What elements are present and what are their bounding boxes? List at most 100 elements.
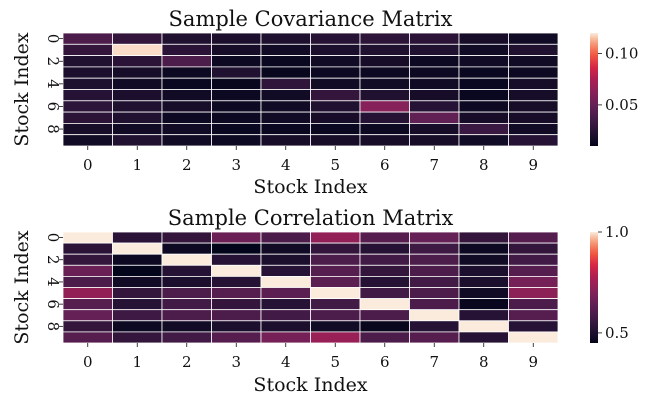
heatmap-cell-r6-c2 [161, 298, 212, 311]
heatmap-cell-r4-c9 [508, 275, 559, 288]
x-tick-label: 7 [429, 156, 439, 174]
heatmap-cell-r4-c3 [211, 275, 262, 288]
covariance-heatmap-panel: Sample Covariance Matrix 0 1 2 3 4 5 6 7 8 9 0 2 4 6 8 S… [11, 7, 638, 198]
heatmap-cell-r1-c5 [310, 43, 361, 56]
heatmap-cell-r9-c6 [359, 331, 410, 344]
heatmap-cell-r8-c6 [359, 123, 410, 136]
x-tick-label: 4 [281, 353, 291, 371]
heatmap-cell-r7-c7 [409, 111, 460, 124]
heatmap-cell-r5-c8 [458, 287, 509, 300]
heatmap-cell-r0-c4 [260, 32, 311, 45]
heatmap-cell-r7-c7 [409, 309, 460, 322]
heatmap-cell-r6-c1 [112, 100, 163, 113]
x-tick-label: 6 [380, 353, 390, 371]
heatmap-cell-r0-c7 [409, 32, 460, 45]
heatmap-cell-r4-c0 [62, 275, 113, 288]
heatmap-cell-r1-c1 [112, 43, 163, 56]
heatmap-cell-r1-c2 [161, 43, 212, 56]
y-tick-label: 6 [44, 299, 62, 309]
heatmap-cell-r5-c7 [409, 287, 460, 300]
heatmap-cell-r6-c6 [359, 100, 410, 113]
heatmap-cells [62, 32, 559, 147]
heatmap-cell-r9-c9 [508, 134, 559, 147]
heatmap-cell-r9-c8 [458, 134, 509, 147]
x-tick-label: 0 [83, 156, 93, 174]
heatmap-cell-r4-c7 [409, 77, 460, 90]
heatmap-cell-r5-c7 [409, 89, 460, 102]
heatmap-cell-r9-c1 [112, 331, 163, 344]
heatmap-cell-r7-c3 [211, 309, 262, 322]
heatmap-cell-r5-c4 [260, 287, 311, 300]
x-tick-label: 7 [429, 353, 439, 371]
heatmap-cell-r7-c1 [112, 309, 163, 322]
heatmap-cell-r8-c2 [161, 320, 212, 333]
heatmap-cell-r1-c5 [310, 242, 361, 255]
heatmap-cell-r5-c5 [310, 287, 361, 300]
heatmap-cell-r8-c1 [112, 123, 163, 136]
chart-title: Sample Correlation Matrix [168, 206, 454, 230]
heatmap-cell-r4-c6 [359, 275, 410, 288]
colorbar-tick-label: 0.5 [605, 324, 629, 342]
heatmap-cell-r1-c3 [211, 242, 262, 255]
heatmap-cell-r4-c9 [508, 77, 559, 90]
heatmap-cell-r9-c4 [260, 331, 311, 344]
heatmap-cell-r7-c9 [508, 309, 559, 322]
chart-title: Sample Covariance Matrix [169, 7, 453, 31]
heatmap-cell-r6-c0 [62, 100, 113, 113]
heatmap-cell-r8-c7 [409, 123, 460, 136]
heatmap-cell-r0-c1 [112, 32, 163, 45]
heatmap-cell-r7-c1 [112, 111, 163, 124]
y-tick-label: 6 [44, 102, 62, 112]
heatmap-cell-r2-c0 [62, 55, 113, 68]
heatmap-cell-r5-c1 [112, 287, 163, 300]
heatmap-cell-r2-c3 [211, 253, 262, 266]
heatmap-cell-r5-c5 [310, 89, 361, 102]
heatmap-cell-r2-c8 [458, 253, 509, 266]
heatmap-cell-r0-c3 [211, 32, 262, 45]
heatmap-cell-r5-c0 [62, 287, 113, 300]
heatmap-cell-r0-c0 [62, 32, 113, 45]
heatmap-cell-r0-c6 [359, 231, 410, 244]
heatmap-cell-r2-c5 [310, 55, 361, 68]
heatmap-cell-r6-c5 [310, 100, 361, 113]
x-tick-label: 1 [132, 353, 142, 371]
heatmap-cell-r6-c0 [62, 298, 113, 311]
heatmap-cell-r1-c0 [62, 242, 113, 255]
heatmap-cell-r4-c1 [112, 77, 163, 90]
colorbar-tick-label: 0.05 [605, 96, 638, 114]
heatmap-cell-r0-c8 [458, 231, 509, 244]
x-tick-label: 8 [479, 156, 489, 174]
heatmap-cell-r3-c3 [211, 66, 262, 79]
colorbar [590, 33, 598, 146]
heatmap-cell-r2-c2 [161, 253, 212, 266]
heatmap-cell-r0-c8 [458, 32, 509, 45]
heatmap-cell-r3-c4 [260, 264, 311, 277]
heatmap-cell-r2-c6 [359, 55, 410, 68]
y-tick-label: 2 [44, 56, 62, 66]
heatmap-cell-r8-c3 [211, 320, 262, 333]
x-tick-label: 5 [330, 353, 340, 371]
heatmap-cell-r9-c6 [359, 134, 410, 147]
heatmap-cell-r3-c7 [409, 264, 460, 277]
heatmap-cell-r6-c9 [508, 298, 559, 311]
heatmap-cell-r7-c3 [211, 111, 262, 124]
heatmap-cell-r6-c8 [458, 298, 509, 311]
heatmap-cell-r5-c6 [359, 89, 410, 102]
heatmap-cell-r9-c0 [62, 331, 113, 344]
heatmap-cell-r6-c1 [112, 298, 163, 311]
heatmap-cell-r9-c3 [211, 134, 262, 147]
heatmap-cell-r3-c2 [161, 66, 212, 79]
heatmap-cell-r6-c8 [458, 100, 509, 113]
heatmap-cell-r8-c1 [112, 320, 163, 333]
heatmap-cell-r5-c9 [508, 287, 559, 300]
heatmap-cell-r2-c5 [310, 253, 361, 266]
heatmap-cell-r1-c4 [260, 242, 311, 255]
heatmap-cell-r6-c5 [310, 298, 361, 311]
heatmap-cell-r8-c2 [161, 123, 212, 136]
heatmap-cell-r5-c0 [62, 89, 113, 102]
heatmap-cell-r8-c0 [62, 320, 113, 333]
heatmap-cell-r8-c9 [508, 123, 559, 136]
heatmap-cell-r8-c6 [359, 320, 410, 333]
x-axis-label: Stock Index [253, 374, 367, 396]
